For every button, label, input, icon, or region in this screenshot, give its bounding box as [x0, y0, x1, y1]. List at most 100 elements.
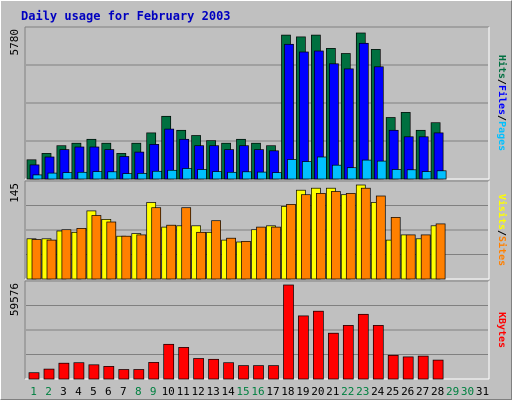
- bar-kbytes-day-11: [178, 347, 190, 380]
- bar-sites-day-9: [151, 207, 162, 280]
- x-tick-label-day-24: 24: [371, 385, 385, 398]
- bar-sites-day-13: [211, 220, 221, 280]
- bar-sites-day-7: [121, 235, 132, 280]
- x-tick-label-day-21: 21: [326, 385, 339, 398]
- bar-sites-day-28: [435, 223, 446, 280]
- bar-kbytes-day-3: [58, 362, 70, 380]
- bar-pages-day-9: [152, 170, 163, 180]
- bar-sites-day-4: [76, 228, 87, 280]
- bar-kbytes-day-1: [28, 372, 40, 380]
- bar-kbytes-day-5: [88, 364, 100, 380]
- panel-3-ymax-label: 59576: [8, 283, 21, 316]
- bar-sites-day-23: [360, 187, 371, 280]
- bar-pages-day-27: [421, 171, 432, 180]
- x-tick-label-day-8: 8: [135, 385, 142, 398]
- bar-files-day-23: [358, 42, 369, 180]
- bar-kbytes-day-2: [43, 368, 55, 380]
- panel-2-ymax-label: 145: [8, 183, 21, 203]
- bar-kbytes-day-16: [253, 365, 264, 380]
- bar-sites-day-10: [166, 224, 177, 280]
- bar-sites-day-16: [256, 226, 266, 280]
- bar-pages-day-28: [436, 170, 447, 180]
- bar-pages-day-10: [167, 169, 178, 180]
- x-tick-label-day-22: 22: [341, 385, 354, 398]
- x-tick-label-day-19: 19: [296, 385, 309, 398]
- x-tick-label-day-10: 10: [162, 385, 175, 398]
- bar-sites-day-6: [106, 221, 117, 280]
- bar-kbytes-day-19: [298, 315, 309, 380]
- bar-kbytes-day-15: [238, 365, 249, 380]
- bar-kbytes-day-8: [133, 369, 145, 380]
- bar-kbytes-day-17: [268, 365, 279, 380]
- bar-pages-day-4: [77, 171, 88, 180]
- bar-files-day-19: [299, 51, 309, 180]
- bar-kbytes-day-12: [193, 358, 204, 380]
- bar-pages-day-17: [272, 172, 282, 180]
- bar-kbytes-day-4: [73, 362, 85, 380]
- bar-pages-day-26: [406, 169, 417, 180]
- legend-kbytes: KBytes: [496, 312, 507, 348]
- bar-pages-day-20: [317, 156, 327, 180]
- x-tick-label-day-15: 15: [236, 385, 249, 398]
- bar-sites-day-21: [331, 191, 341, 280]
- bar-sites-day-14: [226, 237, 236, 280]
- x-tick-label-day-25: 25: [386, 385, 399, 398]
- bar-sites-day-1: [31, 239, 42, 280]
- x-tick-label-day-11: 11: [177, 385, 190, 398]
- bar-kbytes-day-23: [357, 313, 369, 380]
- bar-files-day-22: [343, 68, 354, 180]
- bar-pages-day-14: [227, 171, 237, 180]
- bar-sites-day-17: [271, 226, 281, 280]
- bar-pages-day-5: [92, 171, 103, 180]
- bar-sites-day-22: [345, 193, 356, 280]
- bar-sites-day-27: [420, 234, 431, 280]
- x-tick-label-day-30: 30: [461, 385, 474, 398]
- x-tick-label-day-2: 2: [45, 385, 52, 398]
- bar-kbytes-day-21: [328, 332, 339, 380]
- x-tick-label-day-5: 5: [90, 385, 97, 398]
- panel-1-ymax-label: 5780: [8, 29, 21, 56]
- bar-sites-day-25: [390, 217, 401, 280]
- x-tick-label-day-29: 29: [446, 385, 459, 398]
- bar-files-day-21: [329, 63, 339, 180]
- x-tick-label-day-4: 4: [75, 385, 82, 398]
- x-tick-label-day-1: 1: [30, 385, 37, 398]
- bar-pages-day-19: [302, 161, 312, 180]
- x-tick-label-day-20: 20: [311, 385, 324, 398]
- bar-kbytes-day-22: [342, 325, 354, 380]
- legend-sites-visits: Visits/Sites: [496, 194, 508, 266]
- legend-pages-files-hits: Hits/Files/Pages: [496, 55, 508, 151]
- x-tick-label-day-23: 23: [356, 385, 369, 398]
- chart-title: Daily usage for February 2003: [21, 9, 231, 23]
- bar-pages-day-12: [197, 169, 207, 180]
- bar-kbytes-day-20: [313, 310, 324, 380]
- bar-pages-day-6: [107, 171, 118, 180]
- bar-pages-day-21: [332, 164, 342, 180]
- x-tick-label-day-17: 17: [266, 385, 279, 398]
- x-tick-label-day-27: 27: [416, 385, 429, 398]
- bar-pages-day-15: [242, 171, 252, 180]
- x-tick-label-day-28: 28: [431, 385, 444, 398]
- bar-pages-day-13: [212, 171, 222, 180]
- bar-sites-day-15: [241, 241, 251, 280]
- bar-kbytes-day-24: [372, 325, 384, 380]
- x-tick-label-day-7: 7: [120, 385, 127, 398]
- x-tick-label-day-3: 3: [60, 385, 67, 398]
- bar-pages-day-8: [137, 173, 148, 180]
- bar-pages-day-3: [62, 172, 73, 180]
- x-tick-label-day-31: 31: [476, 385, 489, 398]
- bar-kbytes-day-28: [432, 359, 444, 380]
- bar-pages-day-11: [182, 168, 193, 180]
- x-tick-label-day-18: 18: [281, 385, 294, 398]
- bar-sites-day-12: [196, 231, 206, 280]
- bar-sites-day-24: [375, 195, 386, 280]
- bar-files-day-18: [284, 43, 294, 180]
- bar-sites-day-2: [46, 239, 57, 280]
- bar-pages-day-22: [346, 167, 357, 180]
- bar-kbytes-day-27: [417, 355, 429, 380]
- bar-sites-day-3: [61, 229, 72, 280]
- bar-sites-day-26: [405, 234, 416, 280]
- bar-pages-day-1: [32, 174, 43, 180]
